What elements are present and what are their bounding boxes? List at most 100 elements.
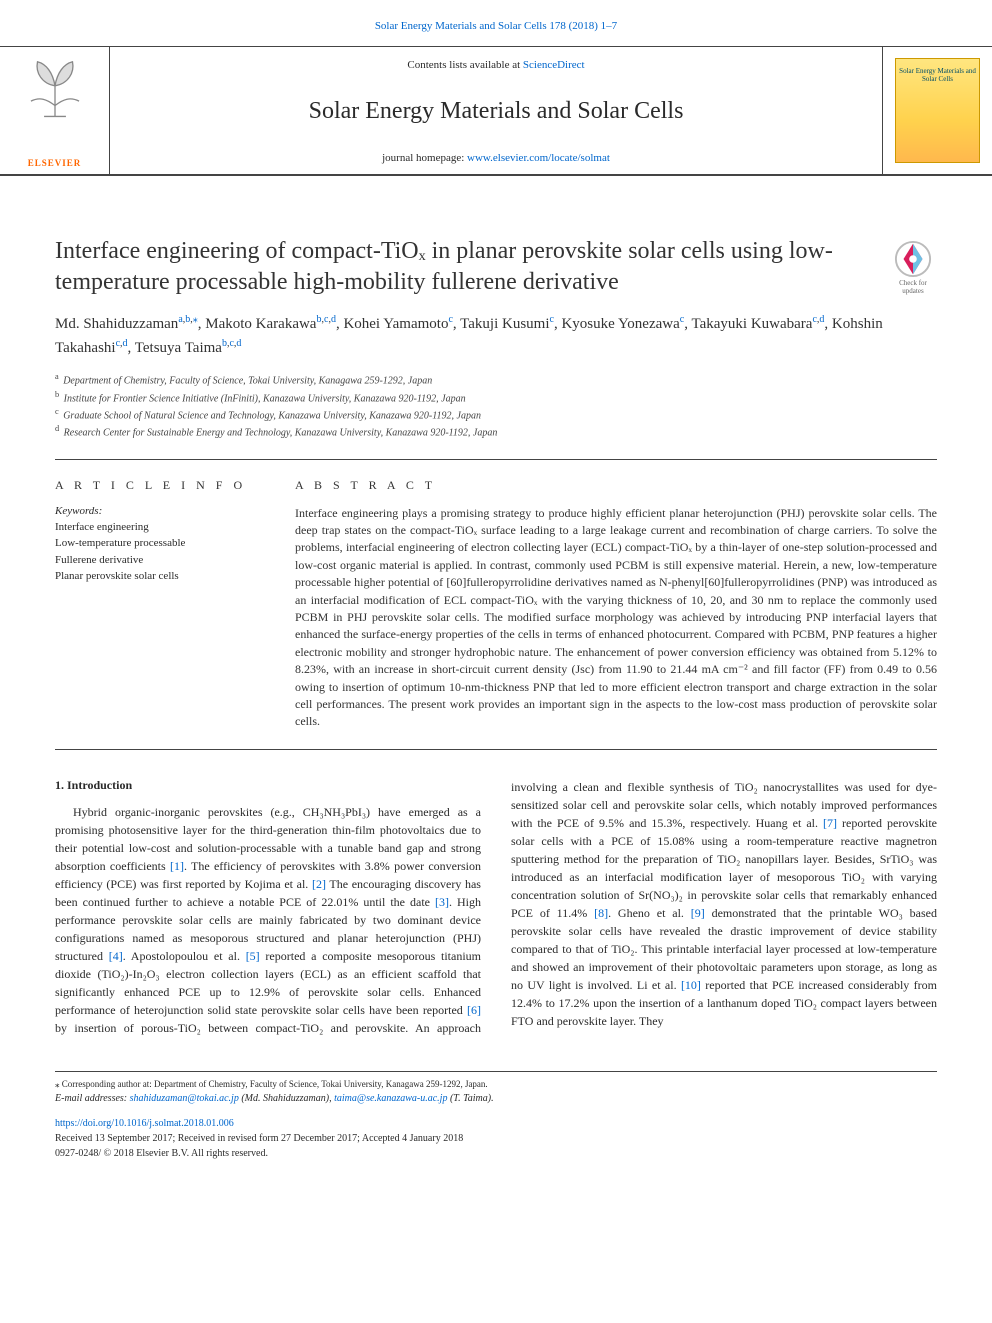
affiliation-ref-link[interactable]: c [550,314,554,325]
received-line: Received 13 September 2017; Received in … [55,1131,937,1146]
affiliation-ref-link[interactable]: b [316,314,321,325]
running-head-link[interactable]: Solar Energy Materials and Solar Cells 1… [375,20,617,32]
citation-link[interactable]: [1] [170,859,184,873]
affiliation-ref-link[interactable]: d [819,314,824,325]
author: Makoto Karakawab,c,d [205,316,336,332]
affiliation-ref-link[interactable]: b [185,314,190,325]
citation-link[interactable]: [8] [594,906,608,920]
author-affiliation-sup: c [550,314,554,325]
author-affiliation-sup: c,d [812,314,824,325]
email-link-2[interactable]: taima@se.kanazawa-u.ac.jp [334,1093,447,1104]
affiliation: d Research Center for Sustainable Energy… [55,423,937,440]
journal-homepage-line: journal homepage: www.elsevier.com/locat… [382,152,610,164]
keyword: Low-temperature processable [55,535,265,552]
author-affiliation-sup: c [680,314,684,325]
affiliation-text: Graduate School of Natural Science and T… [61,410,481,421]
affiliation-ref-link[interactable]: c [812,314,816,325]
author-affiliation-sup: a,b,⁎ [178,314,197,325]
affiliation-key: a [55,372,59,381]
publisher-logo-cell: ELSEVIER [0,47,110,174]
sciencedirect-link[interactable]: ScienceDirect [523,59,585,71]
citation-link[interactable]: [2] [312,877,326,891]
elsevier-tree-icon [20,53,90,123]
author-name: Kohei Yamamoto [343,316,448,332]
article-info-heading: A R T I C L E I N F O [55,478,265,493]
affiliation-ref-link[interactable]: c [229,338,233,349]
author-name: Tetsuya Taima [135,340,222,356]
publisher-wordmark: ELSEVIER [28,158,82,168]
author-name: Makoto Karakawa [205,316,316,332]
abstract-column: A B S T R A C T Interface engineering pl… [295,478,937,731]
article-info-column: A R T I C L E I N F O Keywords: Interfac… [55,478,265,731]
citation-link[interactable]: [5] [246,949,260,963]
citation-link[interactable]: [10] [681,978,701,992]
homepage-link[interactable]: www.elsevier.com/locate/solmat [467,152,610,164]
author: Md. Shahiduzzamana,b,⁎ [55,316,198,332]
journal-name: Solar Energy Materials and Solar Cells [309,98,684,125]
affiliation-ref-link[interactable]: b [222,338,227,349]
affiliation-ref-link[interactable]: c [448,314,452,325]
author: Kyosuke Yonezawac [561,316,684,332]
affiliation-key: c [55,407,59,416]
corresponding-author-note: ⁎ Corresponding author at: Department of… [55,1078,937,1107]
author-list: Md. Shahiduzzamana,b,⁎, Makoto Karakawab… [55,312,937,359]
author-name: Md. Shahiduzzaman [55,316,178,332]
author: Tetsuya Taimab,c,d [135,340,242,356]
abstract-heading: A B S T R A C T [295,478,937,493]
keyword: Fullerene derivative [55,552,265,569]
article-title: Interface engineering of compact-TiOₓ in… [55,236,873,298]
author-affiliation-sup: b,c,d [316,314,335,325]
affiliation-ref-link[interactable]: d [123,338,128,349]
email-link-1[interactable]: shahiduzaman@tokai.ac.jp [130,1093,239,1104]
citation-link[interactable]: [3] [435,895,449,909]
affiliation-ref-link[interactable]: c [680,314,684,325]
citation-link[interactable]: [6] [467,1003,481,1017]
keywords-label: Keywords: [55,505,265,517]
copyright-line: 0927-0248/ © 2018 Elsevier B.V. All righ… [55,1146,937,1161]
affiliation-list: a Department of Chemistry, Faculty of Sc… [55,371,937,440]
affiliation-text: Institute for Frontier Science Initiativ… [61,393,465,404]
keywords-list: Interface engineeringLow-temperature pro… [55,519,265,585]
citation-link[interactable]: [4] [109,949,123,963]
affiliation-ref-link[interactable]: c [116,338,120,349]
email-paren-1: (Md. Shahiduzzaman), [239,1093,334,1104]
email-line: E-mail addresses: shahiduzaman@tokai.ac.… [55,1091,937,1106]
intro-heading: 1. Introduction [55,778,481,793]
contents-prefix: Contents lists available at [407,59,522,71]
keyword: Planar perovskite solar cells [55,568,265,585]
author-affiliation-sup: b,c,d [222,338,241,349]
doi-block: https://doi.org/10.1016/j.solmat.2018.01… [55,1116,937,1161]
author-name: Takuji Kusumi [460,316,549,332]
affiliation-ref-link[interactable]: c [324,314,328,325]
journal-cover-thumbnail: Solar Energy Materials and Solar Cells [895,58,980,163]
author: Kohei Yamamotoc [343,316,452,332]
email-label: E-mail addresses: [55,1093,130,1104]
affiliation: a Department of Chemistry, Faculty of Sc… [55,371,937,388]
doi-link[interactable]: https://doi.org/10.1016/j.solmat.2018.01… [55,1118,234,1129]
info-abstract-row: A R T I C L E I N F O Keywords: Interfac… [55,478,937,731]
affiliation-ref-link[interactable]: d [331,314,336,325]
affiliation-key: b [55,390,59,399]
affiliation-ref-link[interactable]: a [178,314,182,325]
journal-masthead: ELSEVIER Contents lists available at Sci… [0,46,992,176]
abstract-text: Interface engineering plays a promising … [295,505,937,731]
affiliation: b Institute for Frontier Science Initiat… [55,389,937,406]
email-paren-2: (T. Taima). [447,1093,493,1104]
corresponding-text: ⁎ Corresponding author at: Department of… [55,1078,937,1092]
affiliation: c Graduate School of Natural Science and… [55,406,937,423]
corresponding-star-link[interactable]: ⁎ [193,314,198,325]
divider [55,749,937,750]
contents-available-line: Contents lists available at ScienceDirec… [407,59,584,71]
author: Takuji Kusumic [460,316,554,332]
author: Takayuki Kuwabarac,d [691,316,824,332]
running-head: Solar Energy Materials and Solar Cells 1… [0,0,992,46]
citation-link[interactable]: [9] [691,906,705,920]
check-updates-badge[interactable]: Check for updates [889,240,937,295]
body-columns: 1. Introduction Hybrid organic-inorganic… [55,778,937,1037]
citation-link[interactable]: [7] [823,816,837,830]
journal-cover-cell: Solar Energy Materials and Solar Cells [882,47,992,174]
author-name: Takayuki Kuwabara [691,316,812,332]
keyword: Interface engineering [55,519,265,536]
affiliation-key: d [55,424,59,433]
affiliation-ref-link[interactable]: d [236,338,241,349]
